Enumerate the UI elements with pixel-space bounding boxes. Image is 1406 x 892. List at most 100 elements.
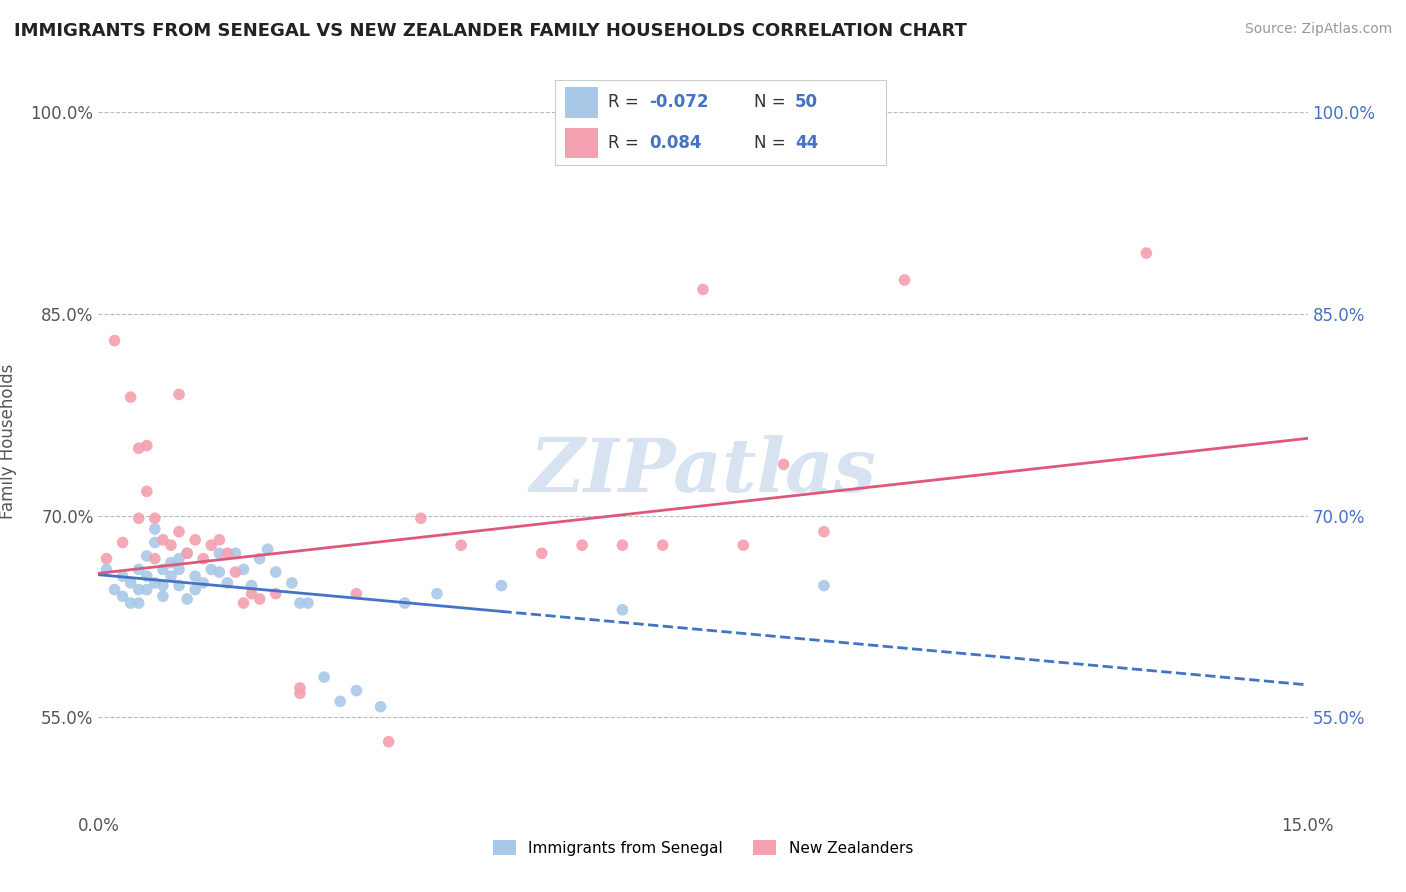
Point [692, 282, 714, 296]
Point [224, 565, 246, 579]
Point [571, 538, 593, 552]
Point [128, 442, 150, 456]
Point [152, 562, 174, 576]
Point [143, 575, 166, 590]
Point [160, 538, 183, 552]
Point [208, 565, 231, 579]
Point [264, 565, 287, 579]
Point [813, 578, 835, 592]
Point [128, 562, 150, 576]
Point [217, 575, 239, 590]
Point [160, 569, 183, 583]
Point [813, 524, 835, 539]
Point [344, 587, 367, 601]
Text: 0.084: 0.084 [650, 134, 702, 152]
Point [143, 551, 166, 566]
Point [491, 578, 513, 592]
FancyBboxPatch shape [565, 128, 599, 158]
Point [394, 596, 416, 610]
Point [297, 596, 319, 610]
Point [344, 683, 367, 698]
Point [651, 538, 673, 552]
Point [193, 551, 215, 566]
Text: Source: ZipAtlas.com: Source: ZipAtlas.com [1244, 22, 1392, 37]
Point [200, 538, 222, 552]
Point [167, 578, 190, 592]
Text: N =: N = [754, 94, 790, 112]
Point [143, 511, 166, 525]
Point [103, 582, 125, 597]
Point [120, 390, 142, 404]
Point [733, 538, 755, 552]
Point [314, 829, 336, 843]
Point [120, 596, 142, 610]
Text: IMMIGRANTS FROM SENEGAL VS NEW ZEALANDER FAMILY HOUSEHOLDS CORRELATION CHART: IMMIGRANTS FROM SENEGAL VS NEW ZEALANDER… [14, 22, 967, 40]
Point [370, 699, 392, 714]
Point [224, 546, 246, 560]
Point [143, 522, 166, 536]
Point [240, 578, 263, 592]
Point [208, 533, 231, 547]
Point [450, 883, 472, 892]
Point [135, 439, 157, 453]
Point [111, 569, 134, 583]
Point [135, 569, 157, 583]
Point [232, 562, 254, 576]
Point [426, 587, 449, 601]
Text: ZIPatlas: ZIPatlas [530, 435, 876, 508]
Point [256, 542, 278, 557]
Point [167, 524, 190, 539]
Point [249, 592, 271, 607]
Point [264, 587, 287, 601]
Point [288, 686, 311, 700]
Point [111, 535, 134, 549]
Point [143, 535, 166, 549]
Point [281, 575, 304, 590]
Point [96, 562, 118, 576]
Point [135, 484, 157, 499]
Point [152, 533, 174, 547]
Point [249, 551, 271, 566]
Point [184, 569, 207, 583]
Point [240, 587, 263, 601]
Point [193, 575, 215, 590]
Point [288, 681, 311, 695]
Point [176, 592, 198, 607]
Point [176, 546, 198, 560]
Point [128, 511, 150, 525]
Text: R =: R = [609, 94, 644, 112]
FancyBboxPatch shape [565, 87, 599, 118]
Text: 50: 50 [794, 94, 818, 112]
Point [152, 590, 174, 604]
Point [217, 546, 239, 560]
Point [120, 575, 142, 590]
Point [288, 596, 311, 610]
Y-axis label: Family Households: Family Households [0, 364, 17, 519]
Point [111, 590, 134, 604]
Point [200, 562, 222, 576]
Point [167, 387, 190, 401]
Point [96, 551, 118, 566]
Point [128, 582, 150, 597]
Point [135, 549, 157, 563]
Point [314, 670, 336, 684]
Point [612, 538, 634, 552]
Text: 44: 44 [794, 134, 818, 152]
Point [135, 582, 157, 597]
Text: R =: R = [609, 134, 644, 152]
Point [772, 458, 794, 472]
Point [128, 596, 150, 610]
Point [530, 546, 553, 560]
Point [184, 582, 207, 597]
Point [160, 556, 183, 570]
Point [1135, 246, 1157, 260]
Point [152, 578, 174, 592]
Point [377, 735, 399, 749]
Point [612, 603, 634, 617]
Point [232, 596, 254, 610]
Point [450, 538, 472, 552]
Text: -0.072: -0.072 [650, 94, 709, 112]
Point [184, 533, 207, 547]
Point [103, 334, 125, 348]
Point [176, 546, 198, 560]
